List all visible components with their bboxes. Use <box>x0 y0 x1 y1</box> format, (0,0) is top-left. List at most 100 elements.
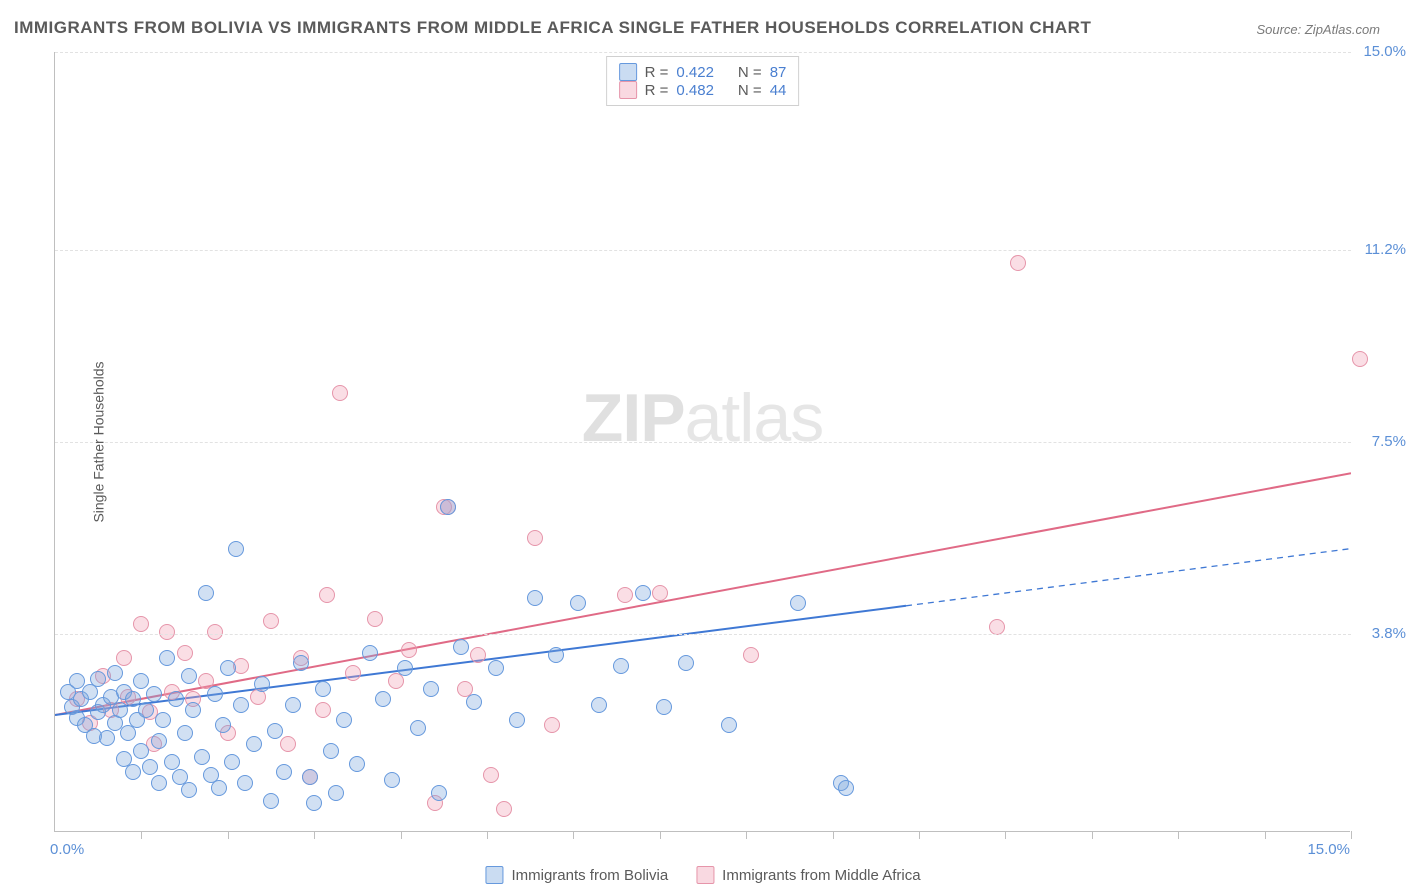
data-point <box>168 691 184 707</box>
swatch-a-icon <box>619 63 637 81</box>
data-point <box>328 785 344 801</box>
data-point <box>336 712 352 728</box>
data-point <box>470 647 486 663</box>
gridline <box>55 442 1351 443</box>
x-tick <box>660 831 661 839</box>
source-text: Source: ZipAtlas.com <box>1256 22 1380 37</box>
series-legend: Immigrants from Bolivia Immigrants from … <box>485 866 920 884</box>
swatch-a-icon <box>485 866 503 884</box>
x-tick <box>228 831 229 839</box>
data-point <box>656 699 672 715</box>
data-point <box>315 681 331 697</box>
data-point <box>527 530 543 546</box>
x-axis-max-label: 15.0% <box>1307 841 1350 858</box>
x-tick <box>1351 831 1352 839</box>
swatch-b-icon <box>619 81 637 99</box>
data-point <box>207 686 223 702</box>
x-tick <box>401 831 402 839</box>
data-point <box>220 660 236 676</box>
gridline <box>55 634 1351 635</box>
x-tick <box>1178 831 1179 839</box>
x-tick <box>919 831 920 839</box>
data-point <box>151 775 167 791</box>
data-point <box>345 665 361 681</box>
data-point <box>263 793 279 809</box>
data-point <box>1010 255 1026 271</box>
r-value-a: 0.422 <box>676 64 714 81</box>
data-point <box>267 723 283 739</box>
y-tick-label: 11.2% <box>1365 241 1406 258</box>
data-point <box>306 795 322 811</box>
r-value-b: 0.482 <box>676 82 714 99</box>
data-point <box>509 712 525 728</box>
data-point <box>440 499 456 515</box>
data-point <box>678 655 694 671</box>
data-point <box>319 587 335 603</box>
data-point <box>591 697 607 713</box>
data-point <box>527 590 543 606</box>
data-point <box>228 541 244 557</box>
data-point <box>613 658 629 674</box>
data-point <box>194 749 210 765</box>
legend-item-b: Immigrants from Middle Africa <box>696 866 920 884</box>
stats-row-b: R = 0.482 N = 44 <box>619 81 787 99</box>
data-point <box>410 720 426 736</box>
data-point <box>90 671 106 687</box>
x-tick <box>1005 831 1006 839</box>
data-point <box>570 595 586 611</box>
x-tick <box>141 831 142 839</box>
data-point <box>185 702 201 718</box>
r-label: R = <box>645 82 669 99</box>
data-point <box>544 717 560 733</box>
data-point <box>302 769 318 785</box>
data-point <box>177 645 193 661</box>
x-tick <box>487 831 488 839</box>
trendline-b <box>55 473 1351 715</box>
data-point <box>453 639 469 655</box>
data-point <box>155 712 171 728</box>
data-point <box>125 764 141 780</box>
data-point <box>466 694 482 710</box>
stats-row-a: R = 0.422 N = 87 <box>619 63 787 81</box>
n-label: N = <box>738 82 762 99</box>
data-point <box>496 801 512 817</box>
y-tick-label: 15.0% <box>1363 43 1406 60</box>
gridline <box>55 52 1351 53</box>
y-tick-label: 3.8% <box>1372 625 1406 642</box>
data-point <box>164 754 180 770</box>
r-label: R = <box>645 64 669 81</box>
legend-label-b: Immigrants from Middle Africa <box>722 867 920 884</box>
data-point <box>215 717 231 733</box>
data-point <box>280 736 296 752</box>
data-point <box>838 780 854 796</box>
data-point <box>362 645 378 661</box>
data-point <box>246 736 262 752</box>
legend-item-a: Immigrants from Bolivia <box>485 866 668 884</box>
data-point <box>133 743 149 759</box>
data-point <box>384 772 400 788</box>
swatch-b-icon <box>696 866 714 884</box>
data-point <box>181 782 197 798</box>
data-point <box>233 697 249 713</box>
data-point <box>431 785 447 801</box>
plot-region: ZIPatlas R = 0.422 N = 87 R = 0.482 N = … <box>54 52 1350 832</box>
x-tick <box>833 831 834 839</box>
data-point <box>721 717 737 733</box>
data-point <box>133 616 149 632</box>
data-point <box>635 585 651 601</box>
data-point <box>116 650 132 666</box>
data-point <box>198 585 214 601</box>
x-tick <box>573 831 574 839</box>
data-point <box>488 660 504 676</box>
data-point <box>146 686 162 702</box>
data-point <box>367 611 383 627</box>
data-point <box>138 702 154 718</box>
legend-label-a: Immigrants from Bolivia <box>511 867 668 884</box>
n-label: N = <box>738 64 762 81</box>
data-point <box>790 595 806 611</box>
data-point <box>617 587 633 603</box>
data-point <box>276 764 292 780</box>
n-value-a: 87 <box>770 64 787 81</box>
data-point <box>237 775 253 791</box>
gridline <box>55 250 1351 251</box>
